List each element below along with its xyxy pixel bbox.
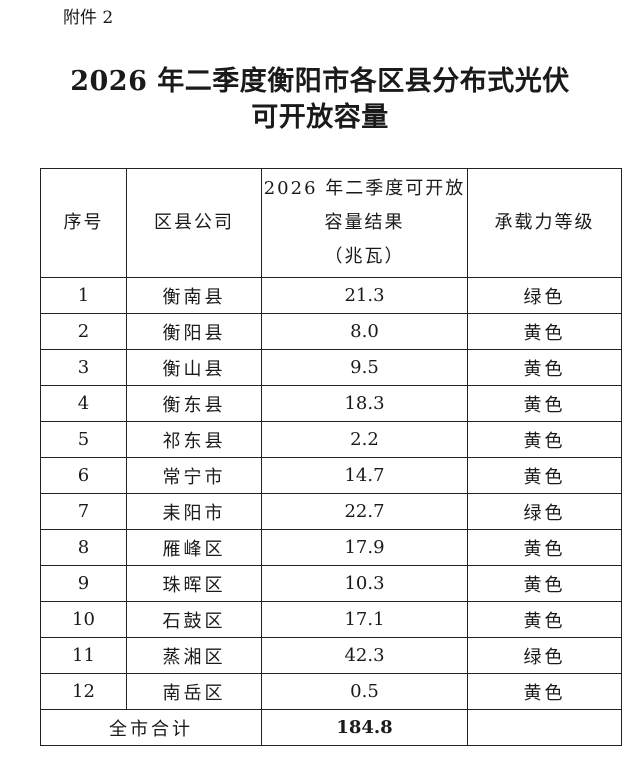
- row-capacity: 17.9: [261, 529, 468, 566]
- row-capacity: 18.3: [261, 385, 468, 422]
- total-level-empty: [467, 709, 622, 746]
- row-no: 2: [40, 313, 127, 350]
- row-capacity: 2.2: [261, 421, 468, 458]
- row-county: 耒阳市: [126, 493, 262, 530]
- table-row: 11 蒸湘区 42.3 绿色: [40, 637, 622, 674]
- title-line-2: 可开放容量: [251, 102, 389, 133]
- row-capacity: 0.5: [261, 673, 468, 710]
- row-county: 衡东县: [126, 385, 262, 422]
- row-no: 12: [40, 673, 127, 710]
- row-no: 7: [40, 493, 127, 530]
- row-county: 衡山县: [126, 349, 262, 386]
- row-capacity: 10.3: [261, 565, 468, 602]
- table-row: 5 祁东县 2.2 黄色: [40, 421, 622, 458]
- row-county: 雁峰区: [126, 529, 262, 566]
- row-no: 6: [40, 457, 127, 494]
- total-value: 184.8: [261, 709, 468, 746]
- row-level: 绿色: [467, 637, 622, 674]
- row-no: 9: [40, 565, 127, 602]
- row-county: 珠晖区: [126, 565, 262, 602]
- row-county: 南岳区: [126, 673, 262, 710]
- row-level: 绿色: [467, 493, 622, 530]
- header-capacity-line: 2026 年二季度可开放: [263, 178, 466, 199]
- document-title: 2026 年二季度衡阳市各区县分布式光伏 可开放容量: [0, 64, 640, 136]
- total-label: 全市合计: [40, 709, 262, 746]
- capacity-table: 序号 区县公司 2026 年二季度可开放 容量结果 （兆瓦） 承载力等级 1 衡南…: [40, 168, 622, 746]
- row-capacity: 21.3: [261, 277, 468, 314]
- table-row: 12 南岳区 0.5 黄色: [40, 673, 622, 710]
- row-level: 黄色: [467, 529, 622, 566]
- row-level: 黄色: [467, 349, 622, 386]
- table-row: 6 常宁市 14.7 黄色: [40, 457, 622, 494]
- row-no: 8: [40, 529, 127, 566]
- row-level: 黄色: [467, 601, 622, 638]
- row-no: 3: [40, 349, 127, 386]
- table-row: 9 珠晖区 10.3 黄色: [40, 565, 622, 602]
- attachment-label: 附件 2: [63, 8, 114, 28]
- header-capacity-line: 容量结果: [324, 212, 405, 233]
- row-county: 蒸湘区: [126, 637, 262, 674]
- total-row: 全市合计 184.8: [40, 709, 622, 746]
- row-no: 10: [40, 601, 127, 638]
- row-level: 黄色: [467, 565, 622, 602]
- row-capacity: 22.7: [261, 493, 468, 530]
- row-capacity: 8.0: [261, 313, 468, 350]
- row-level: 黄色: [467, 385, 622, 422]
- header-level: 承载力等级: [467, 168, 622, 278]
- row-level: 黄色: [467, 673, 622, 710]
- row-level: 黄色: [467, 313, 622, 350]
- row-capacity: 9.5: [261, 349, 468, 386]
- header-capacity-line: （兆瓦）: [324, 246, 405, 267]
- table-row: 3 衡山县 9.5 黄色: [40, 349, 622, 386]
- header-no: 序号: [40, 168, 127, 278]
- table-row: 1 衡南县 21.3 绿色: [40, 277, 622, 314]
- row-county: 衡南县: [126, 277, 262, 314]
- row-county: 石鼓区: [126, 601, 262, 638]
- row-county: 衡阳县: [126, 313, 262, 350]
- header-county: 区县公司: [126, 168, 262, 278]
- title-line-1: 2026 年二季度衡阳市各区县分布式光伏: [70, 66, 570, 97]
- table-header-row: 序号 区县公司 2026 年二季度可开放 容量结果 （兆瓦） 承载力等级: [40, 168, 622, 278]
- row-no: 5: [40, 421, 127, 458]
- row-county: 祁东县: [126, 421, 262, 458]
- row-capacity: 17.1: [261, 601, 468, 638]
- row-capacity: 42.3: [261, 637, 468, 674]
- row-level: 黄色: [467, 421, 622, 458]
- row-no: 11: [40, 637, 127, 674]
- row-capacity: 14.7: [261, 457, 468, 494]
- header-capacity: 2026 年二季度可开放 容量结果 （兆瓦）: [261, 168, 468, 278]
- row-no: 4: [40, 385, 127, 422]
- table-row: 7 耒阳市 22.7 绿色: [40, 493, 622, 530]
- row-level: 绿色: [467, 277, 622, 314]
- row-level: 黄色: [467, 457, 622, 494]
- table-row: 10 石鼓区 17.1 黄色: [40, 601, 622, 638]
- table-row: 2 衡阳县 8.0 黄色: [40, 313, 622, 350]
- row-county: 常宁市: [126, 457, 262, 494]
- table-row: 8 雁峰区 17.9 黄色: [40, 529, 622, 566]
- table-row: 4 衡东县 18.3 黄色: [40, 385, 622, 422]
- row-no: 1: [40, 277, 127, 314]
